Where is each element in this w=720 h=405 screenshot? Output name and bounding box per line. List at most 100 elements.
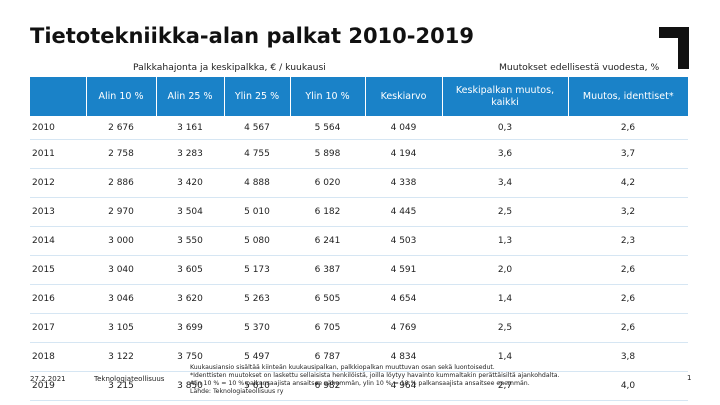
table-cell: 3 215 <box>86 371 156 401</box>
table-cell: 6 241 <box>290 226 365 256</box>
table-row: 2017 3 105 3 699 5 370 6 705 4 769 2,5 2,6 <box>30 313 688 343</box>
year-cell: 2010 <box>30 116 86 140</box>
salary-table: Alin 10 % Alin 25 % Ylin 25 % Ylin 10 % … <box>30 77 688 401</box>
changes-subheader: Muutokset edellisestä vuodesta, % <box>499 62 660 73</box>
table-cell: 3 750 <box>156 342 224 372</box>
table-cell: 3 850 <box>156 371 224 401</box>
footer-note: Lähde: Teknologiateollisuus ry <box>190 388 284 395</box>
table-cell: 3 420 <box>156 168 224 198</box>
table-row: 2013 2 970 3 504 5 010 6 182 4 445 2,5 3,2 <box>30 197 688 227</box>
table-cell: 5 080 <box>224 226 290 256</box>
table-cell: 4 964 <box>365 371 442 401</box>
table-cell: 4 755 <box>224 139 290 169</box>
footer-date: 27.2.2021 <box>30 375 66 383</box>
table-cell: 2,6 <box>568 313 688 343</box>
table-cell: 6 387 <box>290 255 365 285</box>
table-row: 2019 3 215 3 850 5 610 6 982 4 964 2,7 4,0 <box>30 371 688 401</box>
table-cell: 4 194 <box>365 139 442 169</box>
header-cell: Muutos, identtiset* <box>568 77 688 116</box>
header-cell: Ylin 25 % <box>224 77 291 116</box>
table-cell: 2 970 <box>86 197 156 227</box>
table-row: 2014 3 000 3 550 5 080 6 241 4 503 1,3 2,3 <box>30 226 688 256</box>
footer-org: Teknologiateollisuus <box>94 375 165 383</box>
header-cell: Alin 10 % <box>86 77 157 116</box>
table-cell: 6 182 <box>290 197 365 227</box>
table-row: 2010 2 676 3 161 4 567 5 564 4 049 0,3 2,6 <box>30 116 688 140</box>
table-cell: 4 654 <box>365 284 442 314</box>
table-cell: 6 505 <box>290 284 365 314</box>
table-cell: 2,5 <box>442 197 568 227</box>
header-cell <box>30 77 87 116</box>
table-cell: 3,6 <box>442 139 568 169</box>
table-cell: 5 610 <box>224 371 290 401</box>
table-header-row: Alin 10 % Alin 25 % Ylin 25 % Ylin 10 % … <box>30 77 688 116</box>
table-cell: 3 046 <box>86 284 156 314</box>
table-cell: 3 504 <box>156 197 224 227</box>
table-cell: 3 283 <box>156 139 224 169</box>
table-cell: 2,6 <box>568 116 688 140</box>
table-cell: 2 758 <box>86 139 156 169</box>
table-cell: 5 564 <box>290 116 365 140</box>
table-cell: 4,0 <box>568 371 688 401</box>
table-cell: 2,3 <box>568 226 688 256</box>
table-cell: 1,3 <box>442 226 568 256</box>
table-cell: 6 787 <box>290 342 365 372</box>
table-cell: 1,4 <box>442 284 568 314</box>
table-cell: 5 370 <box>224 313 290 343</box>
table-row: 2015 3 040 3 605 5 173 6 387 4 591 2,0 2,6 <box>30 255 688 285</box>
table-cell: 4 445 <box>365 197 442 227</box>
table-cell: 2,5 <box>442 313 568 343</box>
table-cell: 3 040 <box>86 255 156 285</box>
table-cell: 6 705 <box>290 313 365 343</box>
header-cell: Keskipalkan muutos, kaikki <box>442 77 569 116</box>
table-cell: 3 161 <box>156 116 224 140</box>
table-cell: 2,6 <box>568 284 688 314</box>
table-cell: 4 338 <box>365 168 442 198</box>
table-cell: 5 263 <box>224 284 290 314</box>
table-cell: 3 550 <box>156 226 224 256</box>
year-cell: 2014 <box>30 226 86 256</box>
page-number: 1 <box>687 374 692 382</box>
table-cell: 4 591 <box>365 255 442 285</box>
brand-corner-icon <box>659 27 689 69</box>
table-row: 2011 2 758 3 283 4 755 5 898 4 194 3,6 3,7 <box>30 139 688 169</box>
footer-note: Alin 10 % = 10 % palkansaajista ansaitse… <box>190 380 530 387</box>
table-cell: 4 888 <box>224 168 290 198</box>
table-cell: 3,4 <box>442 168 568 198</box>
table-cell: 4 567 <box>224 116 290 140</box>
table-cell: 5 010 <box>224 197 290 227</box>
table-cell: 2,6 <box>568 255 688 285</box>
footer-note: *Identtisten muutokset on laskettu sella… <box>190 372 560 379</box>
table-cell: 5 497 <box>224 342 290 372</box>
table-cell: 4 503 <box>365 226 442 256</box>
footer-note: Kuukausiansio sisältää kiinteän kuukausi… <box>190 364 495 371</box>
table-row: 2012 2 886 3 420 4 888 6 020 4 338 3,4 4,2 <box>30 168 688 198</box>
table-cell: 4 049 <box>365 116 442 140</box>
table-cell: 2,7 <box>442 371 568 401</box>
year-cell: 2017 <box>30 313 86 343</box>
table-cell: 3 605 <box>156 255 224 285</box>
year-cell: 2011 <box>30 139 86 169</box>
table-cell: 3 000 <box>86 226 156 256</box>
table-cell: 6 982 <box>290 371 365 401</box>
header-cell: Ylin 10 % <box>290 77 366 116</box>
table-cell: 3 699 <box>156 313 224 343</box>
year-cell: 2013 <box>30 197 86 227</box>
table-cell: 3 620 <box>156 284 224 314</box>
table-cell: 2 886 <box>86 168 156 198</box>
table-cell: 4,2 <box>568 168 688 198</box>
footer-notes: Kuukausiansio sisältää kiinteän kuukausi… <box>190 364 690 396</box>
table-row: 2016 3 046 3 620 5 263 6 505 4 654 1,4 2,6 <box>30 284 688 314</box>
table-cell: 2 676 <box>86 116 156 140</box>
table-cell: 2,0 <box>442 255 568 285</box>
year-cell: 2019 <box>30 371 86 401</box>
header-cell: Keskiarvo <box>365 77 443 116</box>
year-cell: 2016 <box>30 284 86 314</box>
table-row: 2018 3 122 3 750 5 497 6 787 4 834 1,4 3,8 <box>30 342 688 372</box>
table-cell: 3,2 <box>568 197 688 227</box>
table-cell: 4 769 <box>365 313 442 343</box>
table-cell: 5 173 <box>224 255 290 285</box>
page-title: Tietotekniikka-alan palkat 2010-2019 <box>30 24 474 48</box>
year-cell: 2012 <box>30 168 86 198</box>
distribution-subheader: Palkkahajonta ja keskipalkka, € / kuukau… <box>133 62 326 73</box>
